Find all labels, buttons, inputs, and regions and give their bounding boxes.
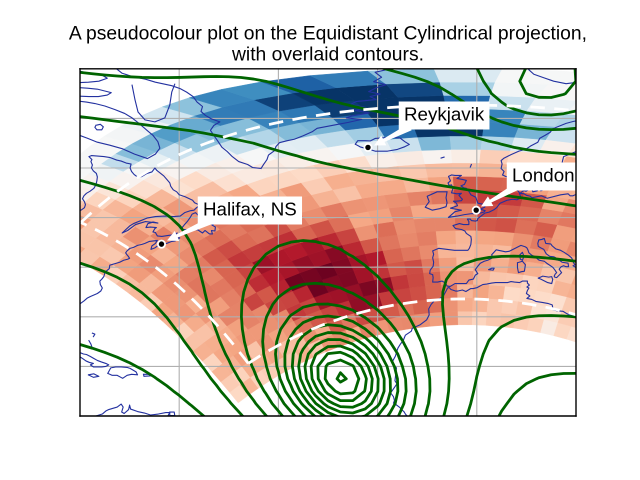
svg-text:Reykjavik: Reykjavik [404,103,485,124]
svg-text:London: London [512,164,575,185]
svg-text:with overlaid contours.: with overlaid contours. [231,44,424,65]
svg-text:Halifax, NS: Halifax, NS [203,198,297,219]
svg-text:A pseudocolour plot on the Equ: A pseudocolour plot on the Equidistant C… [69,24,587,45]
